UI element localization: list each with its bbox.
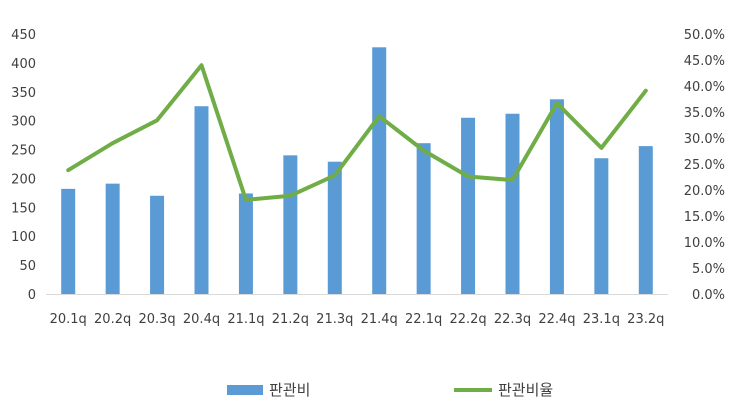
x-tick-label: 20.4q: [183, 312, 220, 327]
y-left-tick-label: 50: [19, 259, 36, 274]
y-left-tick-label: 150: [11, 201, 36, 216]
x-tick-label: 20.3q: [138, 312, 175, 327]
x-tick-label: 22.1q: [405, 312, 442, 327]
y-left-tick-label: 300: [11, 115, 36, 130]
bar: [416, 143, 431, 294]
x-axis: 20.1q 20.2q 20.3q 20.4q 21.1q 21.2q 21.3q 21.4q…: [50, 312, 665, 327]
line-series: [66, 63, 648, 202]
x-tick-label: 22.4q: [538, 312, 575, 327]
x-tick-label: 21.4q: [361, 312, 398, 327]
bar: [594, 158, 609, 294]
y-right-tick-label: 10.0%: [684, 236, 725, 251]
bar: [505, 113, 520, 294]
y-right-tick-label: 45.0%: [684, 54, 725, 69]
y-axis-left: 0 50 100 150 200 250 300 350 400 450: [11, 28, 36, 303]
bar-series: [61, 47, 653, 295]
bar: [105, 183, 120, 294]
bar: [549, 99, 564, 295]
x-tick-label: 22.3q: [494, 312, 531, 327]
y-right-tick-label: 30.0%: [684, 132, 725, 147]
y-left-tick-label: 350: [11, 86, 36, 101]
x-tick-label: 23.2q: [627, 312, 664, 327]
x-tick-label: 22.2q: [449, 312, 486, 327]
y-right-tick-label: 50.0%: [684, 28, 725, 43]
bar: [638, 146, 653, 294]
y-left-tick-label: 100: [11, 230, 36, 245]
y-left-tick-label: 0: [28, 288, 36, 303]
x-tick-label: 21.3q: [316, 312, 353, 327]
y-left-tick-label: 450: [11, 28, 36, 43]
bar: [150, 195, 165, 294]
y-right-tick-label: 40.0%: [684, 80, 725, 95]
y-right-tick-label: 20.0%: [684, 184, 725, 199]
bar: [61, 188, 76, 294]
legend-swatch-bar: [227, 385, 263, 395]
y-right-tick-label: 35.0%: [684, 106, 725, 121]
bar: [283, 155, 298, 294]
x-tick-label: 21.2q: [272, 312, 309, 327]
x-tick-label: 20.2q: [94, 312, 131, 327]
bar: [461, 117, 476, 295]
bar: [238, 193, 253, 294]
legend-label-bar: 판관비: [269, 381, 310, 399]
y-right-tick-label: 0.0%: [692, 288, 725, 303]
bar: [372, 47, 387, 295]
x-tick-label: 23.1q: [583, 312, 620, 327]
x-tick-label: 21.1q: [227, 312, 264, 327]
y-left-tick-label: 200: [11, 172, 36, 187]
y-right-tick-label: 5.0%: [692, 262, 725, 277]
x-tick-label: 20.1q: [50, 312, 87, 327]
bar: [194, 106, 209, 294]
line-path: [66, 63, 648, 202]
bar: [327, 161, 342, 294]
legend-label-line: 판관비율: [498, 381, 553, 399]
y-axis-right: 0.0% 5.0% 10.0% 15.0% 20.0% 25.0% 30.0% 35.0% 40…: [684, 28, 725, 303]
legend: 판관비 판관비율: [227, 381, 553, 399]
y-left-tick-label: 250: [11, 144, 36, 159]
y-right-tick-label: 25.0%: [684, 158, 725, 173]
y-right-tick-label: 15.0%: [684, 210, 725, 225]
y-left-tick-label: 400: [11, 57, 36, 72]
